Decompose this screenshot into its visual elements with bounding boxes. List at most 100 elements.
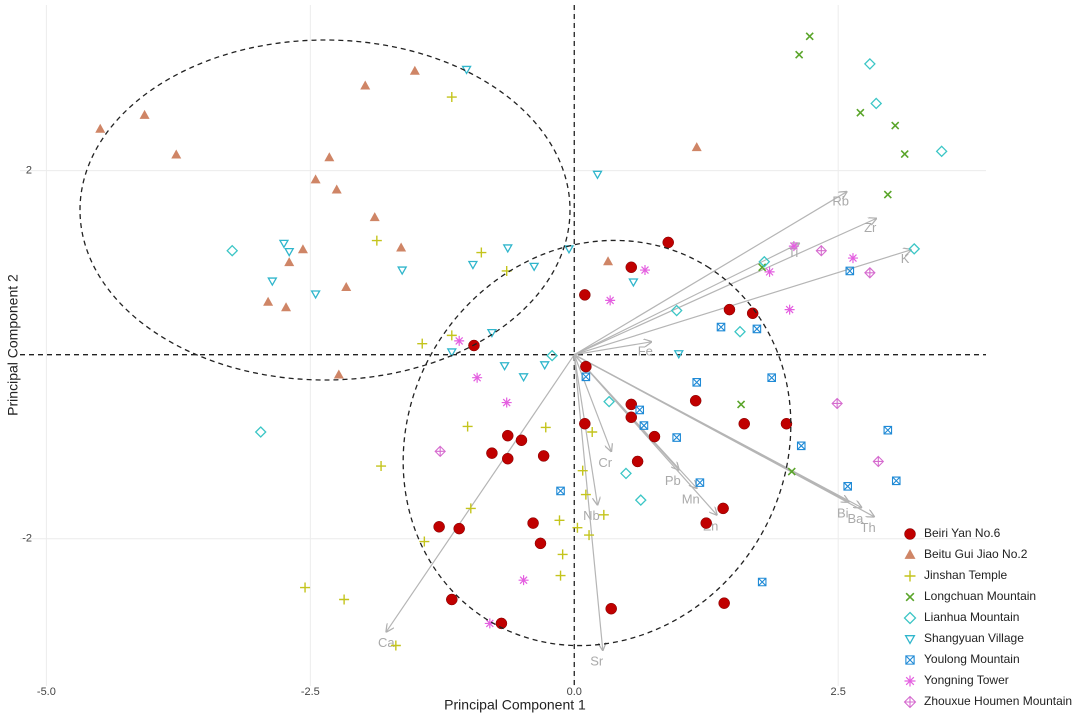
point (572, 522, 583, 533)
point (529, 262, 540, 272)
point (587, 427, 598, 438)
loading-label: Cr (598, 455, 612, 470)
legend-label: Shangyuan Village (924, 631, 1024, 645)
point (171, 149, 182, 159)
point (501, 397, 512, 408)
point (454, 335, 465, 346)
point (700, 517, 712, 529)
point (433, 521, 445, 533)
point (746, 307, 759, 320)
point (409, 65, 420, 75)
point (579, 417, 591, 430)
group-ellipse (402, 239, 792, 647)
loading-label: Ba (847, 511, 864, 526)
point (639, 421, 649, 430)
point (397, 266, 408, 276)
point (546, 349, 559, 362)
point (758, 255, 771, 268)
point (267, 277, 278, 287)
point (446, 593, 458, 606)
point (856, 108, 865, 117)
point (788, 241, 799, 252)
point (281, 302, 292, 312)
point (605, 602, 617, 615)
loading-arrow (574, 250, 911, 356)
point (673, 350, 684, 360)
point (465, 503, 476, 514)
loading-arrow (573, 354, 717, 515)
point (396, 242, 407, 252)
loading-label: Pb (665, 473, 681, 488)
loading-label: Ca (378, 635, 395, 650)
point (341, 282, 352, 292)
plot-area: RbZrTiKFeCrPbMnZnNbSrCaBiBaTh (20, 5, 986, 686)
point (815, 244, 828, 257)
loading-label: Bi (837, 505, 849, 520)
point (539, 361, 550, 371)
point (376, 461, 387, 472)
point (883, 425, 893, 435)
point (805, 32, 814, 41)
point (284, 247, 295, 257)
point (784, 304, 795, 315)
x-tick-label: -5.0 (37, 686, 56, 698)
grid (20, 5, 986, 686)
point (577, 465, 588, 476)
point (446, 348, 457, 358)
point (518, 373, 529, 383)
legend-label: Longchuan Mountain (924, 589, 1036, 603)
legend-marker (903, 611, 917, 625)
point (831, 397, 843, 410)
point (297, 244, 308, 254)
point (603, 395, 616, 408)
legend-marker (904, 675, 916, 687)
point (584, 530, 595, 541)
loading-arrow (573, 243, 799, 356)
loading-arrow (386, 354, 575, 632)
point (467, 260, 479, 270)
point (534, 537, 547, 550)
point (476, 247, 487, 258)
legend-label: Lianhua Mountain (924, 610, 1019, 624)
point (502, 452, 514, 465)
point (540, 422, 551, 433)
point (581, 372, 591, 382)
loading-label: Zr (864, 220, 877, 235)
point (592, 170, 603, 180)
point (757, 577, 767, 587)
loading-label: Nb (583, 508, 600, 523)
point (648, 430, 661, 443)
point (758, 263, 767, 272)
point (847, 253, 858, 264)
point (625, 261, 638, 274)
loading-arrow (574, 342, 651, 356)
loading-label: Th (861, 520, 876, 535)
point (486, 328, 498, 338)
point (639, 265, 650, 276)
point (870, 97, 883, 110)
loading-label: Mn (682, 492, 700, 507)
loading-arrow (573, 354, 874, 517)
point (845, 266, 855, 276)
point (310, 174, 321, 184)
legend: Beiri Yan No.6 Beitu Gui Jiao No.2 Jinshan… (903, 526, 1072, 709)
group-ellipse (79, 39, 571, 381)
point (787, 467, 796, 476)
point (446, 330, 457, 341)
point (324, 152, 335, 162)
point (795, 50, 804, 59)
point (605, 295, 616, 306)
point (625, 411, 638, 424)
point (900, 150, 909, 159)
point (495, 617, 508, 630)
legend-label: Beiri Yan No.6 (924, 526, 1001, 540)
point (883, 190, 892, 199)
point (723, 303, 736, 316)
y-tick-label: -2 (22, 533, 32, 545)
point (453, 522, 465, 535)
loading-arrow (573, 354, 603, 650)
point (284, 257, 295, 267)
point (891, 121, 900, 130)
point (689, 394, 702, 407)
